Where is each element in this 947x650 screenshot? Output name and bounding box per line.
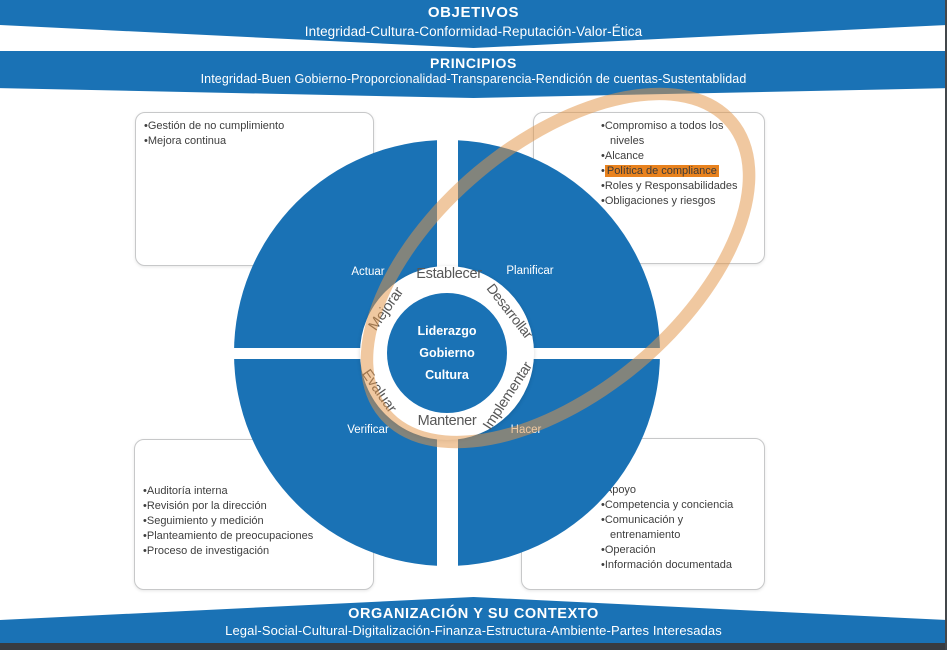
ring-label-establecer: Establecer (416, 266, 482, 282)
contexto-banner: ORGANIZACIÓN Y SU CONTEXTO Legal-Social-… (0, 597, 947, 644)
list-item: Compromiso a todos los niveles (601, 119, 759, 149)
improvement-list: Gestión de no cumplimiento Mejora contin… (136, 113, 373, 149)
principios-title: PRINCIPIOS (430, 55, 517, 71)
principios-subtitle: Integridad-Buen Gobierno-Proporcionalida… (200, 72, 747, 86)
list-item: Operación (601, 543, 756, 558)
window-right-edge (945, 0, 947, 650)
quadrant-label-hacer: Hacer (510, 424, 542, 436)
principios-banner: PRINCIPIOS Integridad-Buen Gobierno-Prop… (0, 51, 947, 98)
list-item: Información documentada (601, 558, 756, 573)
list-item: Mejora continua (144, 134, 365, 149)
list-item: Revisión por la dirección (143, 499, 365, 514)
core-circle: Liderazgo Gobierno Cultura (387, 293, 507, 413)
list-item: Gestión de no cumplimiento (144, 119, 365, 134)
window-bottom-strip (0, 643, 947, 650)
quadrant-label-verificar: Verificar (347, 424, 389, 436)
quadrant-label-actuar: Actuar (351, 266, 385, 278)
support-list: Apoyo Competencia y conciencia Comunicac… (522, 439, 760, 573)
core-line: Gobierno (419, 346, 475, 360)
objetivos-title: OBJETIVOS (427, 4, 520, 21)
list-item: Alcance (601, 149, 759, 164)
list-item: Seguimiento y medición (143, 514, 365, 529)
list-item: Competencia y conciencia (601, 498, 756, 513)
compliance-policy-highlight: Política de compliance (604, 165, 719, 177)
core-line: Cultura (425, 368, 469, 382)
list-item: Auditoría interna (143, 484, 365, 499)
objetivos-banner: OBJETIVOS Integridad-Cultura-Conformidad… (0, 0, 947, 48)
ring-label-mantener: Mantener (417, 413, 477, 429)
objetivos-subtitle: Integridad-Cultura-Conformidad-Reputació… (304, 24, 643, 39)
quadrant-label-planificar: Planificar (506, 265, 554, 277)
list-item: Apoyo (601, 483, 756, 498)
establish-list: Compromiso a todos los niveles Alcance P… (534, 113, 763, 209)
list-item: Proceso de investigación (143, 544, 365, 559)
list-item: Obligaciones y riesgos (601, 194, 759, 209)
evaluation-list: Auditoría interna Revisión por la direcc… (135, 440, 373, 559)
list-item: Comunicación y entrenamiento (601, 513, 756, 543)
list-item: Roles y Responsabilidades (601, 179, 759, 194)
contexto-subtitle: Legal-Social-Cultural-Digitalización-Fin… (225, 623, 722, 638)
core-line: Liderazgo (417, 324, 477, 338)
list-item: Planteamiento de preocupaciones (143, 529, 365, 544)
contexto-title: ORGANIZACIÓN Y SU CONTEXTO (348, 606, 599, 622)
list-item-highlighted: Política de compliance (601, 164, 759, 179)
